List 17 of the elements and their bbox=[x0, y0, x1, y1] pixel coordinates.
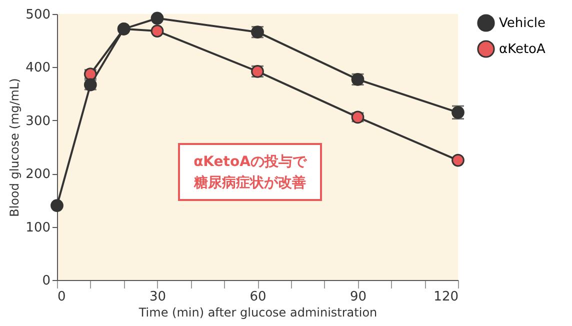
x-tick-label: 90 bbox=[350, 290, 367, 304]
y-axis-title: Blood glucose (mg/mL) bbox=[8, 78, 22, 217]
y-tick-label: 400 bbox=[26, 60, 50, 76]
annotation: αKetoAの投与で bbox=[194, 154, 308, 170]
x-tick-label: 0 bbox=[58, 290, 66, 304]
x-axis-title: Time (min) after glucose administration bbox=[138, 306, 378, 320]
y-tick-label: 300 bbox=[26, 114, 50, 129]
x-tick-label: 120 bbox=[434, 290, 458, 304]
y-tick-label: 100 bbox=[26, 220, 50, 236]
x-tick-label: 60 bbox=[250, 290, 266, 304]
legend-label: Vehicle bbox=[499, 16, 546, 31]
y-tick-label: 0 bbox=[42, 274, 50, 288]
y-tick-label: 200 bbox=[26, 167, 50, 182]
annotation: 糖尿病症状が改善 bbox=[193, 174, 306, 191]
y-tick-label: 500 bbox=[26, 8, 50, 22]
x-tick-label: 30 bbox=[149, 290, 166, 304]
legend-label: αKetoA bbox=[499, 42, 546, 57]
